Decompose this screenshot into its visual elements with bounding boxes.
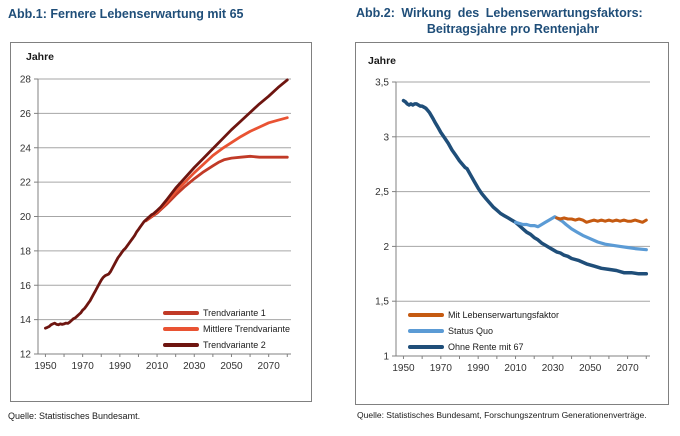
legend-swatch — [408, 345, 444, 349]
series-line — [401, 98, 649, 276]
fig2-legend: Mit Lebenserwartungsfaktor Status Quo Ohne… — [408, 307, 559, 355]
legend-item: Trendvariante 2 — [163, 337, 290, 353]
fig1-chart-panel: Jahre 12 14 16 18 20 22 24 26 28 1950 1970 1990 2010… — [10, 42, 312, 402]
y-tick-label: 2,5 — [375, 187, 389, 198]
fig2-chart-panel: Jahre 1 1,5 2 2,5 3 3,5 1950 1970 1990 2010 2030 20… — [355, 42, 669, 405]
fig1-chart: 12 14 16 18 20 22 24 26 28 1950 1970 1990 2010 2030 20… — [20, 75, 291, 372]
x-tick-label: 1950 — [34, 361, 57, 372]
fig2-source: Quelle: Statistisches Bundesamt, Forschu… — [357, 410, 647, 420]
x-tick-label: 2050 — [220, 361, 243, 372]
fig1-legend: Trendvariante 1 Mittlere Trendvariante Tre… — [163, 305, 290, 353]
legend-item: Mittlere Trendvariante — [163, 321, 290, 337]
legend-item: Trendvariante 1 — [163, 305, 290, 321]
legend-swatch — [163, 311, 199, 315]
y-tick-label: 24 — [20, 143, 32, 154]
x-tick-label: 2030 — [183, 361, 206, 372]
x-tick-label: 2030 — [542, 363, 565, 374]
y-tick-label: 1,5 — [375, 297, 389, 308]
fig1-source: Quelle: Statistisches Bundesamt. — [8, 411, 141, 421]
series-line — [44, 78, 289, 330]
y-tick-label: 28 — [20, 75, 32, 86]
y-tick-label: 1 — [383, 352, 389, 363]
legend-swatch — [163, 327, 199, 331]
legend-item: Mit Lebenserwartungsfaktor — [408, 307, 559, 323]
y-tick-label: 3 — [383, 132, 389, 143]
fig1-y-axis-title: Jahre — [26, 51, 55, 63]
x-tick-label: 2050 — [579, 363, 602, 374]
legend-swatch — [408, 329, 444, 333]
fig2-title-line2: Beitragsjahre pro Rentenjahr — [426, 22, 600, 36]
fig2-title-line1: Abb.2: Wirkung des Lebenserwartungsfakto… — [356, 6, 643, 20]
x-tick-label: 1990 — [467, 363, 490, 374]
legend-label: Status Quo — [448, 326, 494, 336]
x-tick-label: 2070 — [258, 361, 281, 372]
x-tick-label: 1990 — [109, 361, 132, 372]
y-tick-label: 16 — [20, 281, 32, 292]
legend-label: Trendvariante 2 — [203, 340, 266, 350]
y-tick-label: 14 — [20, 315, 32, 326]
legend-swatch — [408, 313, 444, 317]
y-tick-label: 20 — [20, 212, 32, 223]
y-tick-label: 26 — [20, 109, 32, 120]
series-line — [555, 216, 648, 224]
y-tick-label: 22 — [20, 178, 32, 189]
y-tick-label: 3,5 — [375, 78, 389, 89]
x-tick-label: 1950 — [392, 363, 415, 374]
legend-label: Trendvariante 1 — [203, 308, 266, 318]
fig2-title: Abb.2: Wirkung des Lebenserwartungsfakto… — [356, 5, 670, 37]
fig1-title: Abb.1: Fernere Lebenserwartung mit 65 — [8, 7, 244, 21]
legend-label: Mittlere Trendvariante — [203, 324, 291, 334]
legend-label: Mit Lebenserwartungsfaktor — [448, 310, 560, 320]
x-tick-label: 2070 — [616, 363, 639, 374]
legend-label: Ohne Rente mit 67 — [448, 342, 524, 352]
fig2-y-axis-title: Jahre — [368, 55, 397, 67]
y-tick-label: 12 — [20, 350, 32, 361]
legend-item: Ohne Rente mit 67 — [408, 339, 559, 355]
series-line — [144, 154, 289, 223]
x-tick-label: 2010 — [504, 363, 527, 374]
x-tick-label: 1970 — [430, 363, 453, 374]
legend-item: Status Quo — [408, 323, 559, 339]
x-tick-label: 2010 — [146, 361, 169, 372]
fig2-chart: 1 1,5 2 2,5 3 3,5 1950 1970 1990 2010 2030 2050 2070 — [375, 78, 650, 374]
y-tick-label: 2 — [383, 242, 389, 253]
legend-swatch — [163, 343, 199, 347]
y-tick-label: 18 — [20, 246, 32, 257]
x-tick-label: 1970 — [72, 361, 95, 372]
